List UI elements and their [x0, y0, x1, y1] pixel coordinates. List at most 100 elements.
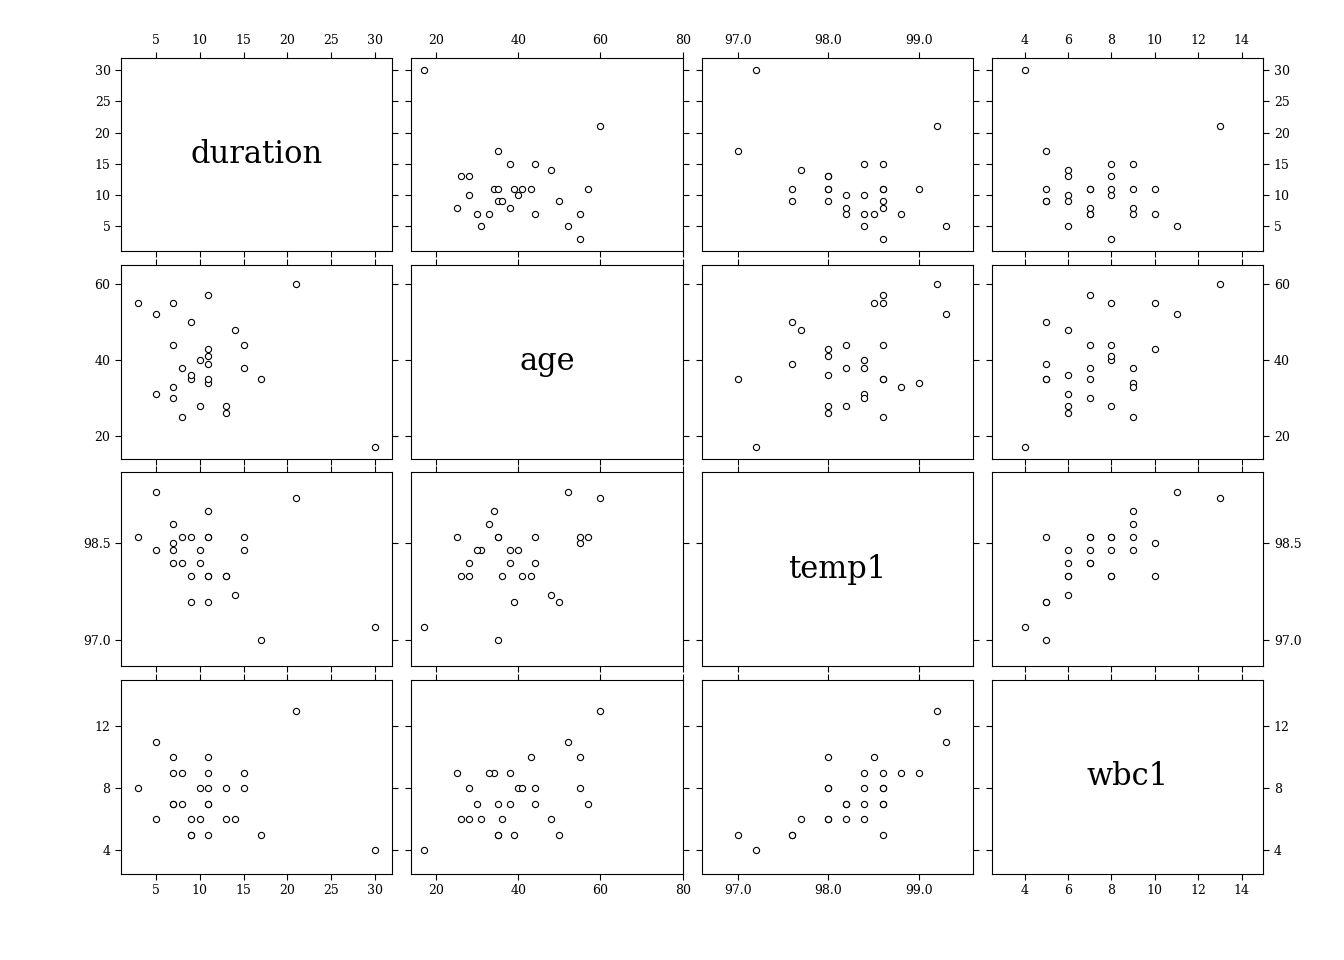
Point	[926, 276, 948, 292]
Point	[1079, 372, 1101, 387]
Point	[935, 734, 957, 750]
Point	[198, 828, 219, 843]
Point	[491, 811, 512, 827]
Point	[872, 780, 894, 796]
Point	[1035, 181, 1056, 197]
Point	[524, 796, 546, 811]
Point	[1101, 568, 1122, 584]
Point	[853, 796, 875, 811]
Point	[163, 379, 184, 395]
Point	[145, 306, 167, 322]
Point	[926, 119, 948, 134]
Point	[836, 398, 857, 414]
Point	[1210, 119, 1231, 134]
Point	[1101, 352, 1122, 368]
Point	[458, 568, 480, 584]
Point	[364, 843, 386, 858]
Point	[198, 796, 219, 811]
Point	[172, 555, 194, 570]
Point	[466, 542, 488, 558]
Point	[198, 796, 219, 811]
Point	[1079, 529, 1101, 544]
Point	[285, 276, 306, 292]
Point	[872, 181, 894, 197]
Point	[817, 780, 839, 796]
Point	[180, 568, 202, 584]
Point	[727, 372, 749, 387]
Point	[285, 491, 306, 506]
Point	[817, 194, 839, 209]
Point	[1101, 348, 1122, 364]
Point	[1122, 156, 1144, 172]
Point	[215, 780, 237, 796]
Point	[872, 796, 894, 811]
Point	[853, 391, 875, 406]
Point	[233, 765, 254, 780]
Point	[458, 555, 480, 570]
Point	[215, 811, 237, 827]
Point	[540, 162, 562, 178]
Point	[198, 341, 219, 356]
Point	[145, 734, 167, 750]
Point	[180, 828, 202, 843]
Point	[128, 296, 149, 311]
Point	[872, 796, 894, 811]
Point	[180, 314, 202, 329]
Point	[198, 529, 219, 544]
Point	[1035, 194, 1056, 209]
Point	[198, 348, 219, 364]
Point	[817, 348, 839, 364]
Point	[548, 594, 570, 610]
Point	[180, 828, 202, 843]
Point	[1058, 219, 1079, 234]
Point	[578, 181, 599, 197]
Point	[470, 219, 492, 234]
Point	[1101, 398, 1122, 414]
Point	[836, 811, 857, 827]
Point	[1101, 542, 1122, 558]
Point	[482, 181, 504, 197]
Point	[781, 356, 802, 372]
Point	[198, 503, 219, 518]
Point	[836, 337, 857, 352]
Point	[1144, 341, 1165, 356]
Point	[1035, 529, 1056, 544]
Point	[172, 409, 194, 424]
Point	[499, 542, 520, 558]
Point	[836, 200, 857, 215]
Point	[198, 372, 219, 387]
Point	[1101, 529, 1122, 544]
Point	[1013, 440, 1035, 455]
Point	[1165, 219, 1187, 234]
Point	[487, 194, 508, 209]
Point	[890, 765, 911, 780]
Point	[1122, 529, 1144, 544]
Point	[520, 568, 542, 584]
Point	[1058, 568, 1079, 584]
Point	[163, 796, 184, 811]
Point	[364, 620, 386, 636]
Point	[909, 181, 930, 197]
Point	[836, 360, 857, 375]
Point	[180, 372, 202, 387]
Point	[198, 780, 219, 796]
Point	[1058, 368, 1079, 383]
Point	[364, 440, 386, 455]
Point	[1013, 62, 1035, 78]
Point	[524, 555, 546, 570]
Point	[569, 206, 590, 222]
Point	[863, 206, 884, 222]
Point	[817, 405, 839, 420]
Point	[198, 375, 219, 391]
Point	[836, 796, 857, 811]
Text: wbc1: wbc1	[1086, 761, 1169, 792]
Point	[727, 828, 749, 843]
Point	[1035, 356, 1056, 372]
Point	[578, 529, 599, 544]
Point	[487, 796, 508, 811]
Point	[1079, 337, 1101, 352]
Point	[790, 811, 812, 827]
Point	[145, 811, 167, 827]
Point	[499, 765, 520, 780]
Point	[909, 765, 930, 780]
